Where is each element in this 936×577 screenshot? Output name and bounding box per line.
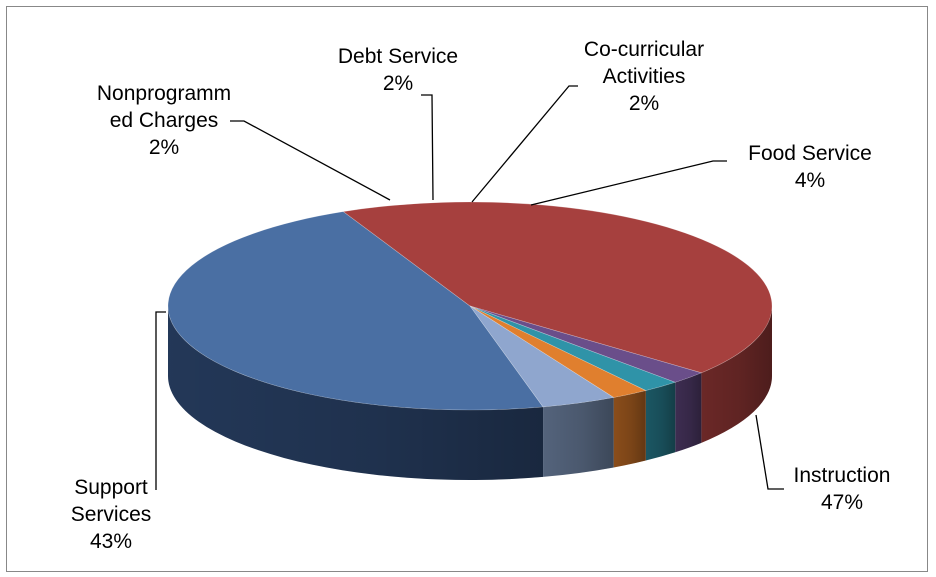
label-co-curricular-activities: Co-curricular Activities 2%	[584, 38, 704, 115]
pie-slice-debt-service	[469, 305, 677, 391]
label-debt-service: Debt Service 2%	[338, 45, 458, 95]
leader-line-nonprog	[230, 120, 391, 201]
pie-slice-instruction	[167, 211, 544, 411]
label-support-services: Support Services 43%	[71, 476, 152, 553]
label-debt-pct: 2%	[383, 72, 413, 95]
pie-slice-food-service	[469, 305, 615, 408]
label-instruction-name: Instruction	[794, 464, 891, 487]
pie-side-shade-0	[168, 306, 544, 481]
pie-slice-co-curricular-activities	[469, 305, 647, 398]
pie-depth	[168, 306, 772, 481]
pie-slices	[167, 201, 773, 411]
label-food-service: Food Service 4%	[748, 142, 872, 192]
label-nonprogrammed-charges: Nonprogramm ed Charges 2%	[97, 82, 231, 159]
pie-side-shade-5	[543, 397, 614, 477]
label-cocurr-line2: Activities	[603, 65, 686, 88]
leader-line-instruction	[755, 414, 784, 490]
leader-line-cocurr	[471, 85, 578, 203]
label-nonprog-pct: 2%	[149, 136, 179, 159]
label-cocurr-pct: 2%	[629, 92, 659, 115]
label-support-pct: 43%	[90, 530, 132, 553]
label-support-line1: Support	[74, 476, 148, 499]
leader-lines	[155, 85, 784, 490]
label-food-name: Food Service	[748, 142, 872, 165]
pie-side-shade-1	[701, 306, 772, 443]
leader-line-debt	[421, 94, 434, 201]
leader-line-support	[155, 311, 166, 490]
pie-side-shade-4	[613, 390, 646, 468]
label-instruction-pct: 47%	[821, 491, 863, 514]
label-support-line2: Services	[71, 503, 152, 526]
label-food-pct: 4%	[795, 169, 825, 192]
pie-slice-nonprogrammed-charges	[469, 305, 703, 383]
pie-side-shade-3	[645, 382, 676, 461]
label-instruction: Instruction 47%	[794, 464, 891, 514]
pie-slice-support-services	[342, 201, 773, 374]
label-cocurr-line1: Co-curricular	[584, 38, 704, 61]
leader-line-food	[530, 160, 727, 206]
label-debt-name: Debt Service	[338, 45, 458, 68]
label-nonprog-line2: ed Charges	[110, 109, 219, 132]
pie-side-shade-2	[675, 372, 702, 453]
label-nonprog-line1: Nonprogramm	[97, 82, 231, 105]
